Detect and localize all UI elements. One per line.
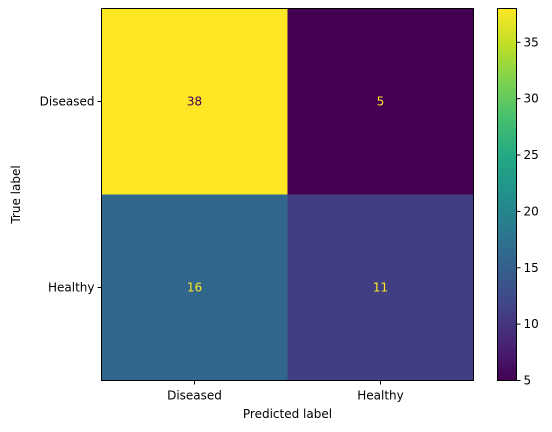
y-tick-label: Diseased bbox=[40, 95, 95, 109]
colorbar-tick-label: 15 bbox=[524, 261, 539, 275]
heatmap-cell bbox=[287, 8, 474, 195]
colorbar-tick-label: 5 bbox=[524, 374, 532, 388]
x-axis-ticks: Diseased Healthy bbox=[167, 380, 404, 403]
y-tick-label: Healthy bbox=[48, 281, 95, 295]
y-axis-ticks: Diseased Healthy bbox=[40, 95, 102, 295]
cell-value-label: 11 bbox=[373, 281, 388, 295]
colorbar-tick-label: 30 bbox=[524, 92, 539, 106]
colorbar-ticks: 5 10 15 20 25 30 35 bbox=[516, 35, 539, 388]
cell-value-label: 5 bbox=[377, 95, 385, 109]
colorbar bbox=[497, 8, 517, 381]
x-tick-label: Healthy bbox=[357, 389, 404, 403]
x-axis-label: Predicted label bbox=[243, 407, 332, 421]
colorbar-tick-label: 35 bbox=[524, 35, 539, 49]
cell-annotations: 38 5 16 11 bbox=[187, 95, 388, 295]
heatmap-cell bbox=[101, 194, 288, 381]
y-axis-label: True label bbox=[9, 165, 23, 224]
heatmap-cell bbox=[287, 194, 474, 381]
x-tick-label: Diseased bbox=[167, 389, 222, 403]
colorbar-tick-label: 10 bbox=[524, 317, 539, 331]
cell-value-label: 16 bbox=[187, 281, 202, 295]
plot-frame bbox=[101, 8, 474, 381]
heatmap-cell bbox=[101, 8, 288, 195]
heatmap-cells bbox=[101, 8, 474, 381]
colorbar-tick-label: 20 bbox=[524, 204, 539, 218]
cell-value-label: 38 bbox=[187, 95, 202, 109]
colorbar-tick-label: 25 bbox=[524, 148, 539, 162]
